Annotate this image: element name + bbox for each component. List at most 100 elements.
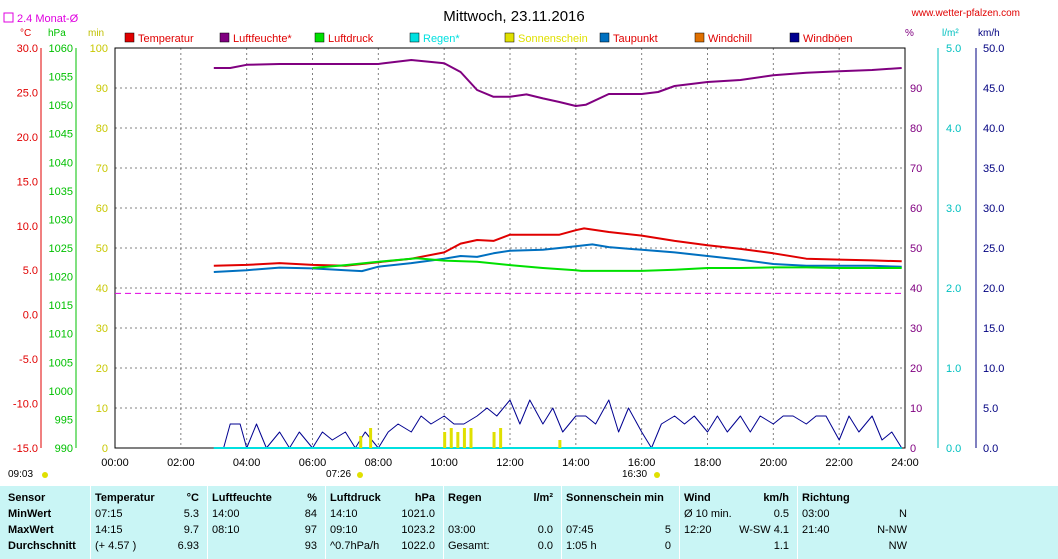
rain-tick-label: 4.0 <box>946 123 961 135</box>
stats-cell: 14:15 <box>95 524 123 536</box>
stats-header-unit: % <box>307 492 317 504</box>
hpa-tick-label: 1020 <box>49 272 73 284</box>
hpa-tick-label: 1030 <box>49 214 73 226</box>
legend-label: Taupunkt <box>613 33 658 45</box>
sunshine-bar <box>558 440 562 448</box>
stats-value: W-SW 4.1 <box>739 524 789 536</box>
stats-cell: 09:10 <box>330 524 358 536</box>
stats-value: 97 <box>304 524 317 536</box>
stats-cell: 14:00 <box>212 508 240 520</box>
monthly-avg-icon <box>3 12 14 23</box>
right-axes: % l/m² km/h 90 80 70 60 50 40 30 20 10 0 5.0 4.0 3.0 2.0… <box>905 28 1004 455</box>
time-tick-label: 16:00 <box>628 457 656 469</box>
temp-tick-label: 5.0 <box>23 265 38 277</box>
stats-separator <box>443 486 444 559</box>
hpa-tick-label: 1025 <box>49 243 73 255</box>
sunset-label: 16:30 <box>622 469 647 480</box>
stats-header-unit: l/m² <box>533 492 553 504</box>
unit-label-hpa: hPa <box>48 28 66 39</box>
time-tick-label: 04:00 <box>233 457 261 469</box>
series-line-taupunkt <box>213 243 902 273</box>
stats-value: 9.7 <box>183 524 199 536</box>
kmh-tick-label: 45.0 <box>983 83 1004 95</box>
stats-table: Sensor MinWert MaxWert Durchschnitt Temperat… <box>0 486 1058 559</box>
time-tick-label: 14:00 <box>562 457 590 469</box>
time-tick-label: 20:00 <box>760 457 788 469</box>
stats-value: 0.5 <box>773 508 789 520</box>
time-tick-label: 24:00 <box>891 457 919 469</box>
stats-column: Wind km/h Ø 10 min. 0.5 12:20 W-SW 4.1 1.1 <box>684 486 797 559</box>
hpa-tick-label: 1060 <box>49 43 73 55</box>
series-line-temperatur <box>213 227 902 267</box>
min-tick-label: 0 <box>102 443 108 455</box>
series-line-luftdruck <box>312 257 902 272</box>
kmh-tick-label: 20.0 <box>983 283 1004 295</box>
stats-column: Luftfeuchte% 14:00 84 08:10 97 93 <box>212 486 325 559</box>
kmh-tick-label: 0.0 <box>983 443 998 455</box>
temp-tick-label: -5.0 <box>19 354 38 366</box>
sunshine-bar <box>499 428 503 448</box>
legend-label: Regen* <box>423 33 460 45</box>
hpa-tick-label: 1050 <box>49 100 73 112</box>
hpa-tick-label: 990 <box>55 443 73 455</box>
stats-value: 0.0 <box>537 524 553 536</box>
unit-label-pct: % <box>905 28 914 39</box>
stats-separator <box>679 486 680 559</box>
stats-value: NW <box>888 540 907 552</box>
stats-value: 5 <box>664 524 671 536</box>
x-axis: 00:00 02:00 04:00 06:00 08:00 10:00 12:00 14:00… <box>101 457 919 469</box>
sunrise-label: 07:26 <box>326 469 351 480</box>
legend-swatch <box>124 32 135 43</box>
monthly-avg-label: 2.4 Monat-Ø <box>17 13 79 25</box>
stats-header: Luftfeuchte <box>212 492 272 504</box>
time-tick-label: 12:00 <box>496 457 524 469</box>
stats-separator <box>325 486 326 559</box>
unit-label-min: min <box>88 28 104 39</box>
stats-column: Sensor MinWert MaxWert Durchschnitt <box>8 486 88 559</box>
stats-separator <box>90 486 91 559</box>
stats-header-unit: °C <box>186 492 199 504</box>
stats-header: Temperatur <box>95 492 155 504</box>
stats-value: 5.3 <box>183 508 199 520</box>
hpa-tick-label: 1015 <box>49 300 73 312</box>
temp-tick-label: -15.0 <box>13 443 38 455</box>
stats-cell: (+ 4.57 ) <box>95 540 137 552</box>
stats-cell: 1:05 h <box>566 540 597 552</box>
stats-separator <box>207 486 208 559</box>
temp-tick-label: 30.0 <box>17 43 38 55</box>
temp-tick-label: 20.0 <box>17 132 38 144</box>
min-tick-label: 20 <box>96 363 108 375</box>
time-tick-label: 18:00 <box>694 457 722 469</box>
hpa-tick-label: 1005 <box>49 357 73 369</box>
kmh-tick-label: 50.0 <box>983 43 1004 55</box>
stats-value: 84 <box>304 508 317 520</box>
kmh-tick-label: 40.0 <box>983 123 1004 135</box>
unit-label-kmh: km/h <box>978 28 1000 39</box>
kmh-tick-label: 25.0 <box>983 243 1004 255</box>
sunrise-icon <box>357 472 363 478</box>
site-link[interactable]: www.wetter-pfalzen.com <box>911 8 1020 19</box>
kmh-tick-label: 5.0 <box>983 403 998 415</box>
pct-tick-label: 50 <box>910 243 922 255</box>
hpa-tick-label: 1010 <box>49 329 73 341</box>
sunshine-bar <box>443 432 447 448</box>
stats-separator <box>561 486 562 559</box>
stats-value: N-NW <box>877 524 907 536</box>
sunshine-bar <box>469 428 473 448</box>
legend-swatch <box>599 32 610 43</box>
time-tick-label: 22:00 <box>825 457 853 469</box>
stats-value: 6.93 <box>177 540 199 552</box>
legend-swatch <box>314 32 325 43</box>
stats-cell: 14:10 <box>330 508 358 520</box>
legend-label: Luftfeuchte* <box>233 33 292 45</box>
min-tick-label: 80 <box>96 123 108 135</box>
series-line-luftfeuchte <box>213 59 902 107</box>
stats-cell: 08:10 <box>212 524 240 536</box>
legend-swatch <box>219 32 230 43</box>
legend-swatch <box>789 32 800 43</box>
min-tick-label: 90 <box>96 83 108 95</box>
min-tick-label: 100 <box>90 43 108 55</box>
stats-value: 1.1 <box>773 540 789 552</box>
stats-header: Wind <box>684 492 711 504</box>
stats-header: Sensor <box>8 492 46 504</box>
